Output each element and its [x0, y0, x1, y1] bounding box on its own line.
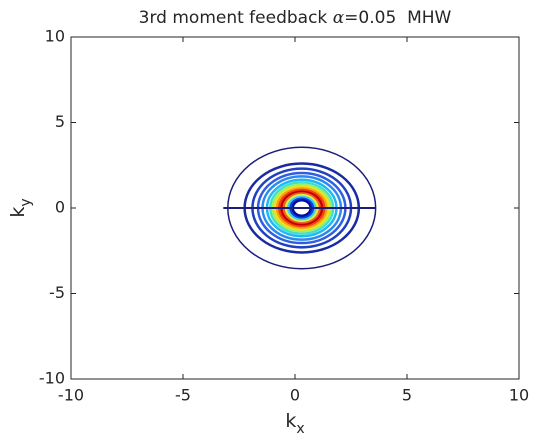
x-tick-label: 5 — [402, 386, 412, 405]
x-label-sub: x — [296, 421, 304, 437]
x-axis-label: kx — [285, 410, 304, 438]
y-tick-label: 5 — [55, 112, 65, 131]
y-tick-label: 10 — [45, 27, 65, 46]
title-text: 3rd moment feedback — [139, 8, 333, 28]
y-axis-label: ky — [7, 198, 35, 217]
chart-title: 3rd moment feedback α=0.05 MHW — [139, 8, 452, 29]
x-tick-label: 0 — [290, 386, 300, 405]
title-rest: =0.05 MHW — [344, 8, 451, 28]
y-label-sub: y — [18, 198, 34, 206]
y-tick-label: -5 — [49, 283, 65, 302]
x-tick-label: -10 — [58, 386, 84, 405]
title-symbol: α — [333, 8, 345, 28]
x-tick-label: 10 — [509, 386, 529, 405]
y-tick-label: -10 — [39, 369, 65, 388]
y-tick-label: 0 — [55, 198, 65, 217]
x-tick-label: -5 — [175, 386, 191, 405]
y-label-main: k — [7, 207, 29, 218]
x-label-main: k — [285, 410, 296, 432]
